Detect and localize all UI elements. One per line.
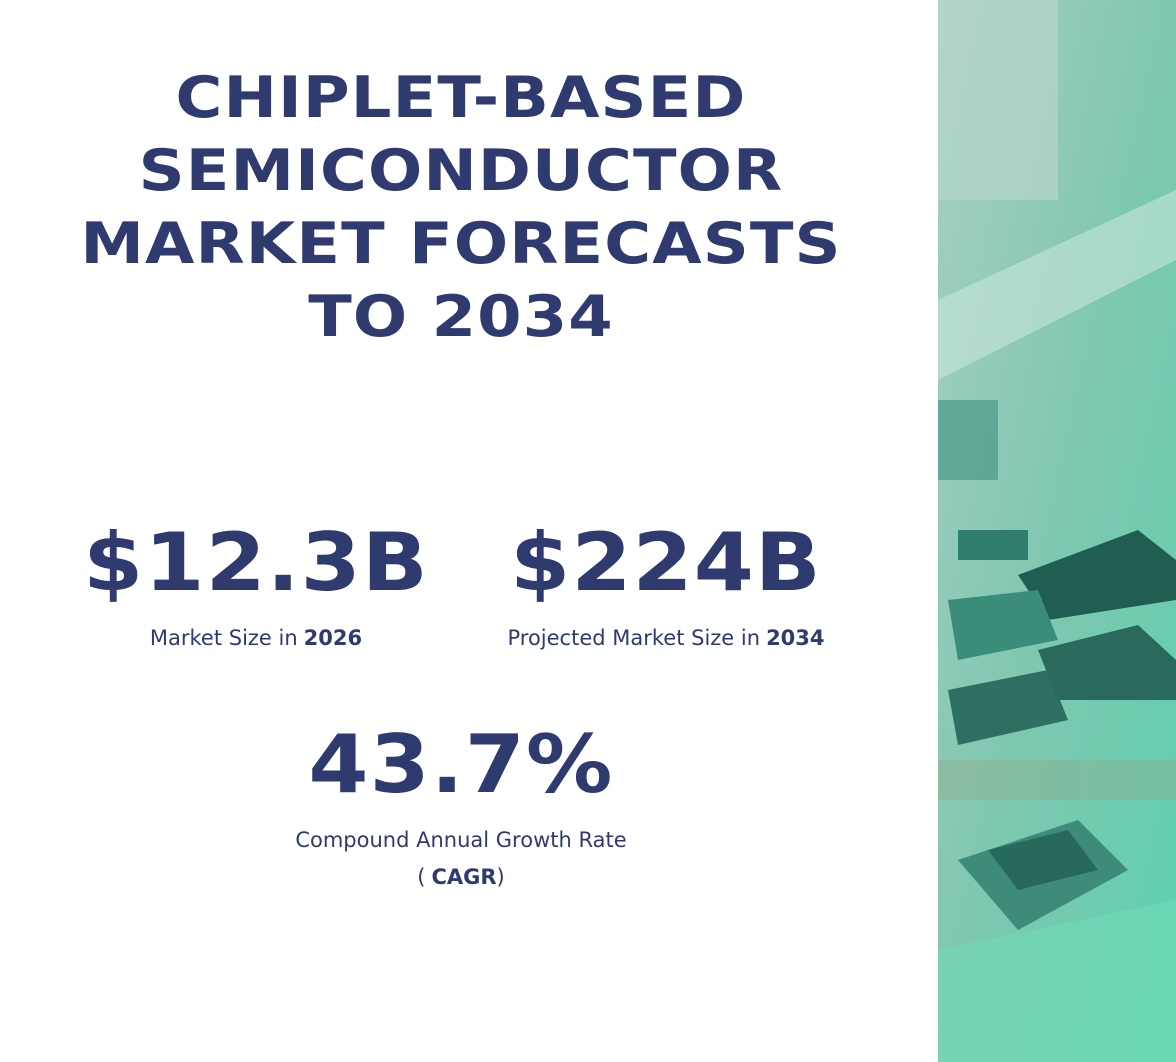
label-bold: 2026 xyxy=(303,626,363,650)
stat: 43.7% Compound Annual Growth Rate (CAGR) xyxy=(211,720,711,896)
stat-label: Compound Annual Growth Rate xyxy=(295,828,627,852)
title-line: CHIPLET-BASED xyxy=(175,65,747,131)
stat: $12.3B Market Size in 2026 xyxy=(56,518,456,657)
stat-label: (CAGR) xyxy=(211,859,711,896)
stat-value: 43.7% xyxy=(308,718,614,811)
label-text: Projected Market Size in xyxy=(507,626,761,650)
stat-value: $12.3B xyxy=(83,516,429,609)
label-text: Market Size in xyxy=(149,626,298,650)
label-bold: CAGR xyxy=(431,865,497,889)
chip-photo xyxy=(938,0,1176,1062)
label-text: ) xyxy=(496,865,505,889)
stat: $224B Projected Market Size in 2034 xyxy=(456,518,876,657)
title-line: TO 2034 xyxy=(308,284,614,350)
label-bold: 2034 xyxy=(766,626,825,650)
stat-label: Projected Market Size in 2034 xyxy=(456,620,876,657)
stat-label: Market Size in 2026 xyxy=(56,620,456,657)
label-text: ( xyxy=(417,865,426,889)
stat-value: $224B xyxy=(510,516,822,609)
title-line: MARKET FORECASTS xyxy=(80,211,842,277)
title-line: SEMICONDUCTOR xyxy=(138,138,784,204)
title: CHIPLET-BASED SEMICONDUCTOR MARKET FOREC… xyxy=(0,62,922,354)
